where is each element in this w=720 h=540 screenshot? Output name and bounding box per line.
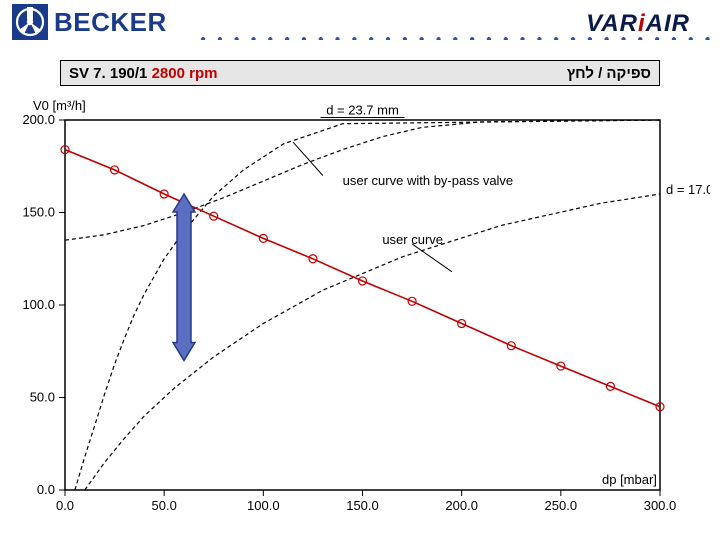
x-tick-label: 150.0 xyxy=(346,498,379,513)
x-tick-label: 300.0 xyxy=(644,498,677,513)
series-pump_curve xyxy=(65,150,660,407)
x-tick-label: 0.0 xyxy=(56,498,74,513)
y-tick-label: 150.0 xyxy=(22,205,55,220)
header: BECKER VARiAIR ● ● ● ● ● ● ● ● ● ● ● ● ●… xyxy=(0,0,720,52)
x-tick-label: 100.0 xyxy=(247,498,280,513)
annotation-d237: d = 23.7 mm xyxy=(326,102,399,117)
series-user_d17 xyxy=(85,194,660,490)
header-dots: ● ● ● ● ● ● ● ● ● ● ● ● ● ● ● ● ● ● ● ● … xyxy=(200,34,720,40)
title-bar: SV 7. 190/1 2800 rpm ספיקה / לחץ xyxy=(60,60,660,86)
y-tick-label: 50.0 xyxy=(30,390,55,405)
logo-becker: BECKER xyxy=(12,4,167,40)
x-tick-label: 200.0 xyxy=(445,498,478,513)
x-axis-label: dp [mbar] xyxy=(602,472,657,487)
model-text: SV 7. 190/1 xyxy=(69,65,147,82)
pointer-usercurve xyxy=(412,244,452,272)
y-axis-label: V0 [m³/h] xyxy=(33,98,86,113)
x-tick-label: 250.0 xyxy=(545,498,578,513)
rpm-text: 2800 rpm xyxy=(152,65,218,82)
brand-left-text: BECKER xyxy=(54,7,167,38)
annotation-bypass: user curve with by-pass valve xyxy=(343,173,514,188)
y-tick-label: 100.0 xyxy=(22,297,55,312)
variair-suffix: AIR xyxy=(646,10,690,37)
x-tick-label: 50.0 xyxy=(152,498,177,513)
range-arrow xyxy=(173,194,195,361)
variair-i: i xyxy=(638,10,646,37)
y-tick-label: 200.0 xyxy=(22,112,55,127)
title-right: ספיקה / לחץ xyxy=(567,65,651,82)
becker-icon xyxy=(12,4,48,40)
variair-prefix: VAR xyxy=(586,10,638,37)
y-tick-label: 0.0 xyxy=(37,482,55,497)
chart-svg: 0.0 50.0 100.0 150.0 200.0 250.0 300.0 0.0 50.0 1… xyxy=(10,90,710,530)
annotation-d17: d = 17.0 mm xyxy=(666,182,710,197)
chart-area: 0.0 50.0 100.0 150.0 200.0 250.0 300.0 0.0 50.0 1… xyxy=(10,90,710,530)
title-left: SV 7. 190/1 2800 rpm xyxy=(69,65,217,82)
